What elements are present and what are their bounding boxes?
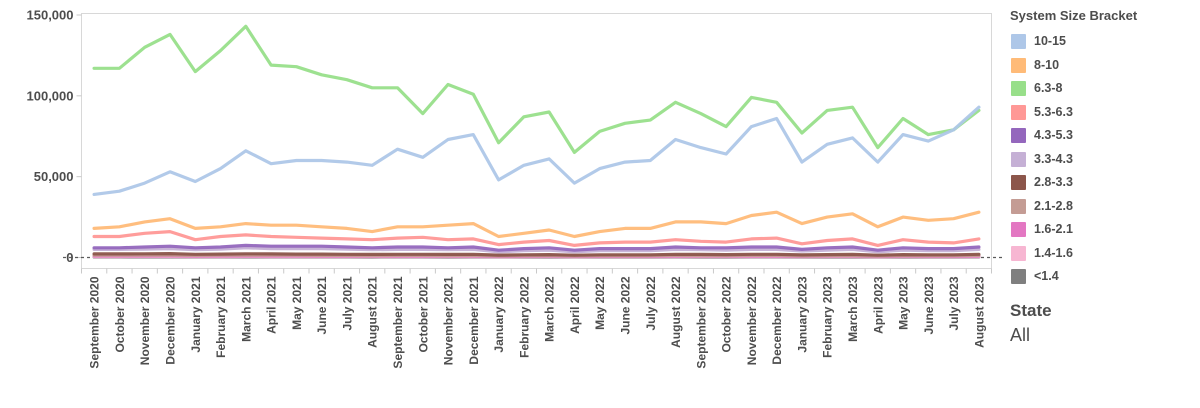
- x-axis-month-label: November 2022: [745, 276, 759, 365]
- legend-swatch-icon: [1011, 175, 1026, 191]
- x-axis-month-label: December 2022: [770, 276, 784, 364]
- legend-item-2.8-3.3[interactable]: 2.8-3.3: [1008, 171, 1196, 195]
- legend-item-4.3-5.3[interactable]: 4.3-5.3: [1008, 124, 1196, 148]
- x-axis-month-label: January 2023: [795, 276, 809, 352]
- legend-item-3.3-4.3[interactable]: 3.3-4.3: [1008, 148, 1196, 172]
- legend-item-1.4-1.6[interactable]: 1.4-1.6: [1008, 242, 1196, 266]
- legend-panel: System Size Bracket 10-15 8-10 6.3-8 5.3…: [1008, 6, 1196, 346]
- legend-item-label: 1.4-1.6: [1034, 245, 1073, 260]
- legend-item-label: 1.6-2.1: [1034, 222, 1073, 237]
- legend-item-label: <1.4: [1034, 269, 1059, 284]
- legend-title: System Size Bracket: [1010, 8, 1138, 23]
- legend-swatch-icon: [1011, 57, 1026, 73]
- legend-swatch-icon: [1011, 81, 1026, 97]
- x-axis-month-label: February 2021: [214, 276, 228, 358]
- y-axis-tick-label: 150,000: [27, 8, 74, 23]
- x-axis-month-label: November 2021: [442, 276, 456, 365]
- legend-swatch-icon: [1011, 222, 1026, 238]
- series-line-2.8-3.3[interactable]: [92, 252, 981, 257]
- x-axis-month-label: February 2023: [821, 276, 835, 358]
- series-line-6.3-8[interactable]: [92, 24, 981, 154]
- legend-item-<1.4[interactable]: <1.4: [1008, 265, 1196, 289]
- x-axis-month-label: December 2020: [163, 276, 177, 364]
- legend-item-6.3-8[interactable]: 6.3-8: [1008, 77, 1196, 101]
- legend-swatch-icon: [1011, 104, 1026, 120]
- legend-item-label: 2.8-3.3: [1034, 175, 1073, 190]
- x-axis-month-label: July 2022: [644, 276, 658, 330]
- series-line-3.3-4.3[interactable]: [92, 246, 981, 254]
- x-axis-month-label: June 2021: [315, 276, 329, 334]
- series-line-10-15[interactable]: [92, 105, 981, 196]
- legend-swatch-icon: [1011, 34, 1026, 50]
- legend-item-10-15[interactable]: 10-15: [1008, 30, 1196, 54]
- x-axis-month-label: August 2023: [972, 276, 986, 348]
- y-axis-tick-label: 50,000: [34, 169, 74, 184]
- x-axis-month-label: February 2022: [517, 276, 531, 358]
- x-axis-month-label: April 2023: [871, 276, 885, 334]
- x-axis-month-label: September 2020: [88, 276, 102, 368]
- legend-item-8-10[interactable]: 8-10: [1008, 54, 1196, 78]
- x-axis-month-label: September 2022: [694, 276, 708, 368]
- x-axis-month-label: July 2021: [340, 276, 354, 330]
- x-axis-month-label: October 2022: [720, 276, 734, 352]
- x-axis-month-label: December 2021: [467, 276, 481, 364]
- x-axis-month-label: March 2021: [239, 276, 253, 342]
- legend-item-1.6-2.1[interactable]: 1.6-2.1: [1008, 218, 1196, 242]
- x-axis-month-label: January 2021: [189, 276, 203, 352]
- series-line-5.3-6.3[interactable]: [92, 230, 981, 247]
- legend-swatch-icon: [1011, 128, 1026, 144]
- x-axis-month-label: March 2023: [846, 276, 860, 342]
- series-line-8-10[interactable]: [92, 210, 981, 239]
- x-axis-month-label: April 2022: [568, 276, 582, 334]
- legend-item-label: 3.3-4.3: [1034, 151, 1073, 166]
- state-filter-value: All: [1010, 324, 1031, 345]
- x-axis-month-label: June 2022: [618, 276, 632, 334]
- x-axis-month-label: July 2023: [947, 276, 961, 330]
- legend-item-label: 10-15: [1034, 34, 1066, 49]
- x-axis-month-label: May 2021: [290, 276, 304, 330]
- legend-swatch-icon: [1011, 269, 1026, 285]
- x-axis-month-label: March 2022: [543, 276, 557, 342]
- legend-item-5.3-6.3[interactable]: 5.3-6.3: [1008, 101, 1196, 125]
- legend-item-2.1-2.8[interactable]: 2.1-2.8: [1008, 195, 1196, 219]
- x-axis-month-label: September 2021: [391, 276, 405, 368]
- x-axis-month-label: June 2023: [922, 276, 936, 334]
- x-axis-month-label: May 2023: [897, 276, 911, 330]
- x-axis-month-label: January 2022: [492, 276, 506, 352]
- x-axis-month-label: October 2020: [113, 276, 127, 352]
- x-axis-month-label: November 2020: [138, 276, 152, 365]
- legend-swatch-icon: [1011, 198, 1026, 214]
- legend-item-label: 5.3-6.3: [1034, 104, 1073, 119]
- state-filter-title: State: [1010, 300, 1052, 320]
- x-axis-month-label: August 2022: [669, 276, 683, 348]
- x-axis-month-label: May 2022: [593, 276, 607, 330]
- series-line-4.3-5.3[interactable]: [92, 243, 981, 252]
- legend-item-label: 8-10: [1034, 57, 1060, 72]
- x-axis-month-label: August 2021: [366, 276, 380, 348]
- legend-swatch-icon: [1011, 151, 1026, 167]
- x-axis-month-label: April 2021: [265, 276, 279, 334]
- legend-item-label: 4.3-5.3: [1034, 128, 1073, 143]
- legend-items: 10-15 8-10 6.3-8 5.3-6.3 4.3-5.3 3.3-4.3…: [1008, 30, 1196, 289]
- legend-swatch-icon: [1011, 245, 1026, 261]
- legend-item-label: 6.3-8: [1034, 81, 1063, 96]
- legend-item-label: 2.1-2.8: [1034, 198, 1073, 213]
- state-filter: State All: [1010, 301, 1196, 346]
- x-axis-month-label: October 2021: [416, 276, 430, 352]
- y-axis-tick-label: 100,000: [27, 88, 74, 103]
